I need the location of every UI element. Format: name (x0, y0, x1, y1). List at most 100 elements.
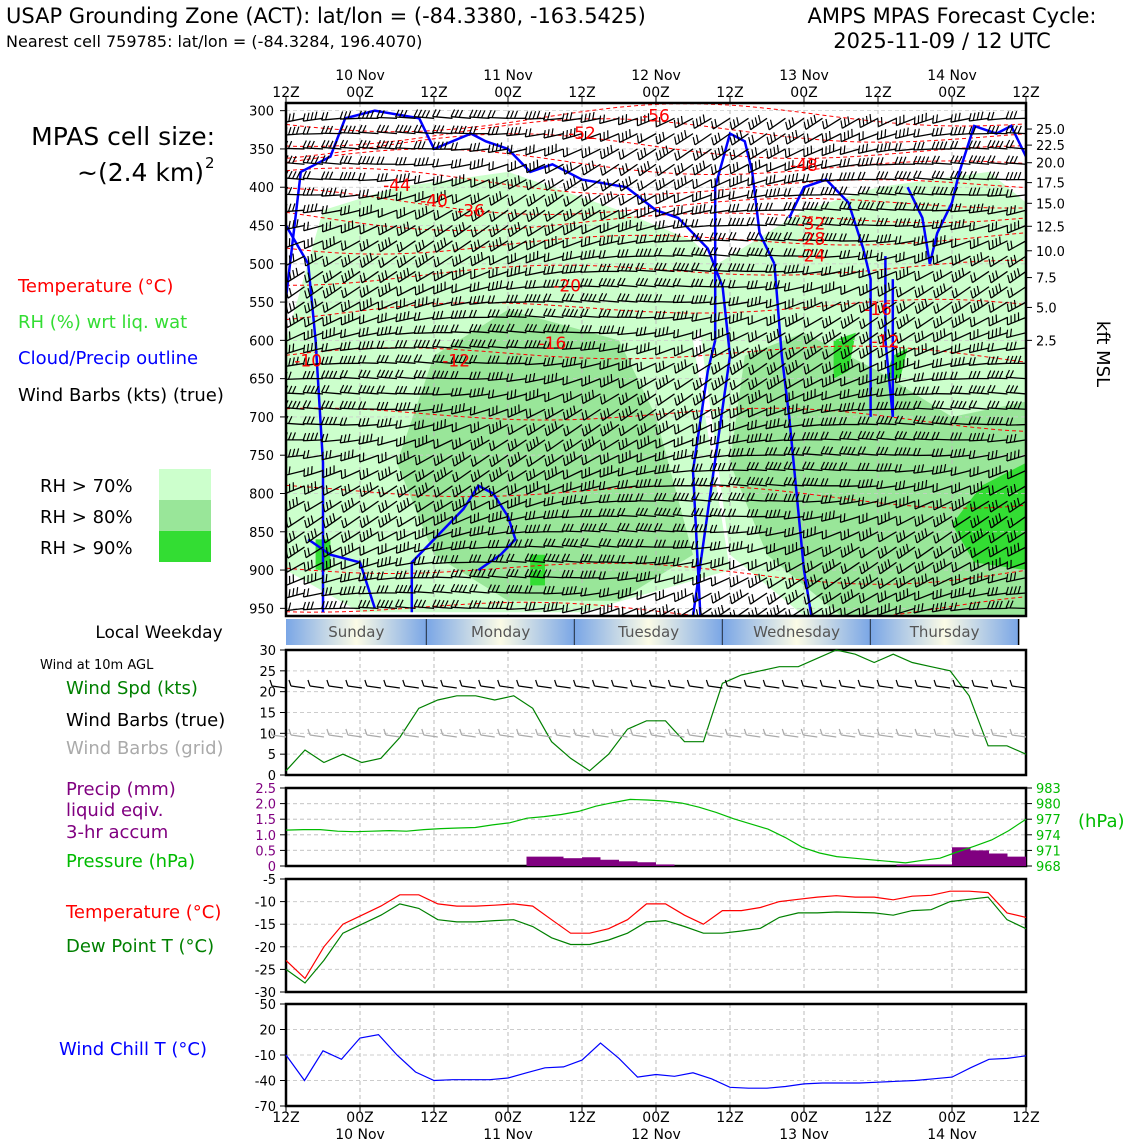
wind-barb-flag (603, 425, 607, 434)
wind-barb-flag (958, 220, 961, 229)
wind-barb-shaft (416, 224, 435, 237)
temperature-contour (286, 187, 1026, 216)
wind-barb-flag (766, 121, 770, 130)
wind-barb-flag (958, 269, 961, 278)
wind-barb-flag (765, 420, 768, 429)
wind-barb-shaft (546, 439, 564, 452)
wind-barb-shaft (617, 255, 638, 258)
wind-barb-flag (329, 314, 332, 323)
wind-barb-flag (524, 339, 529, 348)
wind-barb-flag (455, 486, 459, 495)
wind-barb-flag (843, 118, 847, 127)
wind-barb-shaft (876, 453, 897, 456)
wind-barb-shaft (470, 408, 490, 416)
wind-barb-flag (847, 266, 850, 275)
wind-barb-shaft (562, 117, 583, 122)
wind-barb-flag (1013, 530, 1017, 539)
wind-barb-flag (933, 290, 937, 299)
wind-barb-flag (580, 495, 584, 504)
wind-barb-shaft (509, 439, 527, 452)
wind-barb-shaft (620, 179, 638, 192)
wind-barb-shaft (711, 423, 731, 433)
wind-barb-flag (750, 297, 754, 306)
wind-barb-flag (266, 128, 268, 136)
wind-barb-flag (684, 449, 687, 458)
wind-barb-flag (824, 431, 829, 440)
wind-barb-flag (477, 438, 480, 447)
wind-barb-flag (787, 264, 791, 274)
wind-barb-flag (566, 130, 568, 139)
wind-barb-flag (580, 360, 583, 369)
wind-barb-flag (902, 316, 906, 325)
wind-barb-flag (751, 364, 755, 373)
wind-barb-shaft (306, 286, 324, 299)
wind-barb-flag (526, 198, 530, 207)
wind-barb-flag (602, 249, 606, 258)
wind-barb-flag (617, 326, 621, 335)
wind-barb-flag (951, 305, 955, 314)
wind-barb-flag (514, 209, 518, 218)
wind-barb-flag (399, 124, 404, 133)
wind-barb-flag (358, 208, 361, 217)
wind-barb-flag (695, 134, 699, 143)
wind-barb-shaft (491, 209, 509, 223)
wind-barb-flag (640, 133, 643, 142)
wind-barb-shaft (822, 531, 842, 540)
wind-barb-flag (292, 315, 295, 324)
wind-barb-flag (968, 344, 972, 353)
wind-barb-flag (436, 501, 440, 510)
wind-barb-flag (851, 265, 854, 274)
wind-barb-flag (895, 517, 898, 526)
wind-barb-shaft (598, 515, 620, 518)
wind-barb-flag (972, 449, 976, 459)
wind-barb-shaft (675, 179, 694, 191)
wind-barb-flag (302, 113, 306, 122)
wind-barb-flag (489, 213, 493, 222)
wind-barb-flag (339, 417, 344, 426)
wind-barb-flag (509, 355, 514, 364)
wind-barb-flag (739, 263, 745, 272)
wind-barb-flag (1013, 299, 1017, 308)
wind-barb-flag (325, 485, 328, 494)
wind-barb-flag (480, 435, 484, 445)
wind-barb-shaft (525, 315, 546, 319)
wind-barb-flag (865, 331, 869, 340)
wind-barb-flag (266, 432, 269, 439)
wind-barb-flag (458, 208, 462, 217)
wind-barb-flag (621, 293, 626, 302)
wind-barb-flag (569, 293, 575, 302)
wind-barb-shaft (767, 393, 786, 404)
wind-barb-flag (339, 434, 343, 444)
wind-barb-flag (384, 284, 388, 293)
wind-barb-flag (655, 364, 658, 373)
wind-barb-shaft (488, 330, 509, 334)
wind-barb-shaft (580, 117, 601, 124)
wind-barb-flag (695, 247, 700, 256)
wind-barb-flag (643, 437, 646, 446)
wind-barb-flag (880, 143, 883, 152)
wind-barb-flag (598, 508, 603, 517)
wind-barb-shaft (876, 437, 897, 441)
wind-barb-shaft (544, 255, 564, 263)
wind-barb-flag (477, 159, 480, 168)
temperature-contour (286, 167, 1026, 196)
wind-barb-flag (898, 401, 903, 410)
wind-barb-flag (840, 120, 843, 129)
wind-barb-shaft (839, 393, 860, 400)
wind-barb-shaft (712, 163, 731, 175)
wind-barb-flag (492, 211, 496, 220)
wind-barb-flag (495, 422, 498, 431)
wind-barb-shaft (746, 223, 768, 227)
wind-barb-flag (1007, 275, 1011, 284)
wind-barb-shaft (952, 500, 971, 512)
wind-barb-flag (838, 462, 844, 470)
wind-barb-flag (592, 111, 595, 121)
wind-barb-flag (440, 354, 445, 363)
wind-barb-flag (820, 232, 825, 241)
wind-barb-flag (714, 559, 716, 568)
wind-barb-shaft (1006, 454, 1026, 462)
wind-barb-shaft (674, 439, 694, 448)
wind-barb-flag (295, 171, 301, 180)
wind-barb-flag (1017, 542, 1020, 551)
wind-barb-flag (949, 203, 954, 212)
